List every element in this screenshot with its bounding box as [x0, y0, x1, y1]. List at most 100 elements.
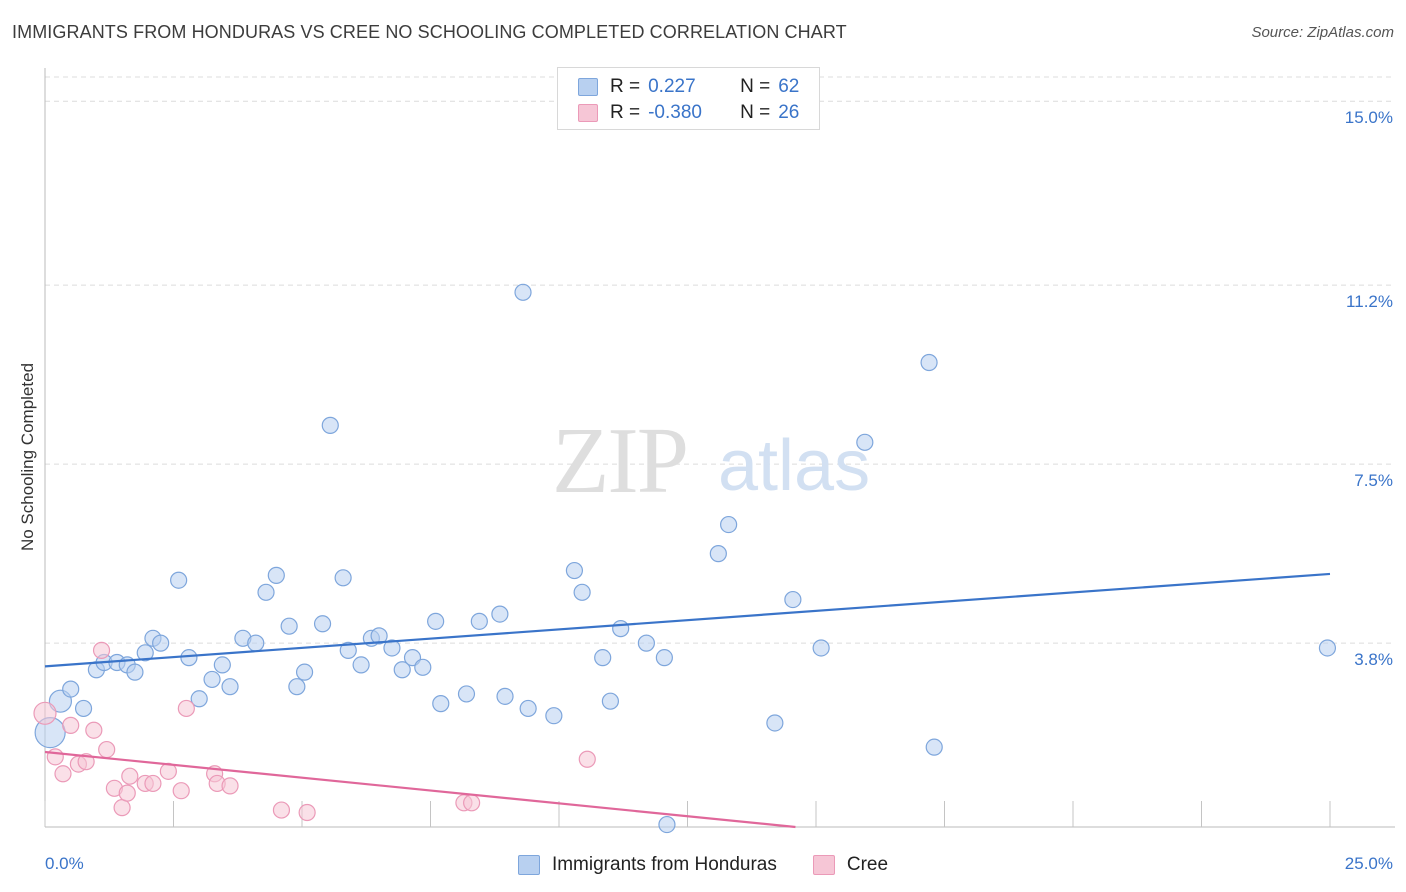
point-honduras: [257, 583, 275, 601]
legend-row-honduras: R = 0.227 N = 62: [578, 75, 799, 99]
point-cree: [54, 765, 72, 783]
series-name-honduras: Immigrants from Honduras: [551, 854, 777, 875]
trend-line-honduras: [44, 572, 1331, 668]
point-honduras: [658, 815, 676, 834]
legend-r-value: -0.380: [648, 102, 702, 123]
point-honduras: [295, 663, 314, 681]
point-honduras: [247, 634, 265, 652]
point-honduras: [126, 663, 144, 681]
x-tick-label-min: 0.0%: [45, 854, 84, 873]
point-cree: [62, 716, 80, 734]
legend-n-value: 26: [778, 102, 800, 123]
point-cree: [118, 784, 136, 802]
point-cree: [92, 641, 111, 659]
point-honduras: [136, 644, 154, 662]
point-cree: [272, 801, 291, 819]
point-cree: [77, 753, 95, 771]
point-honduras: [370, 627, 388, 645]
point-honduras: [709, 545, 727, 563]
point-cree: [98, 740, 116, 759]
point-honduras: [152, 634, 170, 652]
point-honduras: [62, 680, 80, 698]
y-tick-label: 11.2%: [1346, 292, 1393, 311]
point-cree: [177, 699, 195, 718]
point-honduras: [856, 433, 874, 451]
y-tick-label: 7.5%: [1354, 471, 1393, 490]
point-honduras: [637, 634, 655, 652]
point-honduras: [519, 699, 537, 718]
point-honduras: [213, 656, 231, 674]
point-honduras: [414, 658, 432, 676]
correlation-legend: R = 0.227 N = 62 R = -0.380 N = 26: [557, 67, 820, 130]
point-cree: [46, 748, 64, 766]
point-honduras: [573, 583, 591, 601]
point-cree: [33, 701, 57, 725]
point-honduras: [812, 639, 830, 657]
y-tick-label: 3.8%: [1354, 650, 1393, 669]
series-swatch-blue: [517, 855, 540, 875]
point-cree: [113, 799, 131, 817]
point-honduras: [496, 687, 514, 705]
point-honduras: [352, 656, 370, 674]
point-honduras: [545, 707, 563, 725]
point-honduras: [334, 569, 352, 587]
point-honduras: [190, 690, 208, 708]
point-cree: [578, 750, 596, 768]
point-cree: [144, 774, 162, 793]
point-honduras: [612, 620, 630, 638]
point-honduras: [565, 561, 584, 580]
point-honduras: [427, 612, 445, 630]
series-legend-cree: Cree: [812, 854, 889, 876]
point-honduras: [720, 515, 738, 534]
point-honduras: [457, 685, 476, 703]
y-tick-label: 15.0%: [1345, 108, 1393, 127]
legend-r-label: R =: [610, 76, 641, 97]
point-honduras: [321, 416, 339, 434]
point-honduras: [784, 590, 802, 609]
point-honduras: [393, 661, 411, 679]
point-honduras: [170, 571, 188, 589]
data-points: [33, 283, 1337, 834]
point-honduras: [288, 678, 306, 696]
series-legend: Immigrants from Honduras Cree: [0, 852, 1406, 878]
watermark-atlas: atlas: [718, 426, 870, 506]
watermark-zip: ZIP: [552, 409, 687, 513]
point-honduras: [594, 649, 612, 667]
legend-r-label: R =: [610, 102, 641, 123]
point-honduras: [491, 605, 509, 623]
point-honduras: [180, 649, 198, 667]
point-honduras: [203, 670, 221, 689]
point-honduras: [925, 738, 943, 756]
point-honduras: [470, 612, 488, 630]
trend-lines: [44, 572, 1331, 829]
series-swatch-pink: [812, 855, 835, 875]
point-honduras: [313, 615, 332, 633]
point-honduras: [432, 695, 450, 713]
series-legend-honduras: Immigrants from Honduras: [517, 854, 777, 876]
point-honduras: [1318, 639, 1337, 657]
point-honduras: [655, 649, 673, 667]
point-cree: [298, 803, 316, 822]
point-honduras: [339, 641, 357, 659]
legend-swatch-blue: [578, 78, 598, 96]
point-cree: [85, 721, 103, 739]
point-honduras: [267, 566, 285, 584]
point-cree: [121, 767, 139, 785]
point-honduras: [221, 678, 239, 696]
point-honduras: [601, 692, 620, 710]
point-honduras: [280, 617, 298, 635]
point-honduras: [920, 353, 938, 372]
point-honduras: [766, 714, 784, 732]
trend-line-cree: [44, 750, 796, 829]
axes: [44, 68, 1395, 828]
point-cree: [172, 782, 190, 800]
legend-n-label: N =: [740, 102, 771, 123]
chart-source: Source: ZipAtlas.com: [1251, 24, 1394, 41]
point-cree: [463, 794, 481, 812]
legend-n-value: 62: [778, 76, 800, 97]
point-honduras: [514, 283, 532, 301]
series-name-cree: Cree: [846, 854, 889, 875]
legend-swatch-pink: [578, 104, 598, 122]
tick-labels: 3.8% 7.5% 11.2% 15.0% 0.0% 25.0%: [45, 108, 1393, 873]
